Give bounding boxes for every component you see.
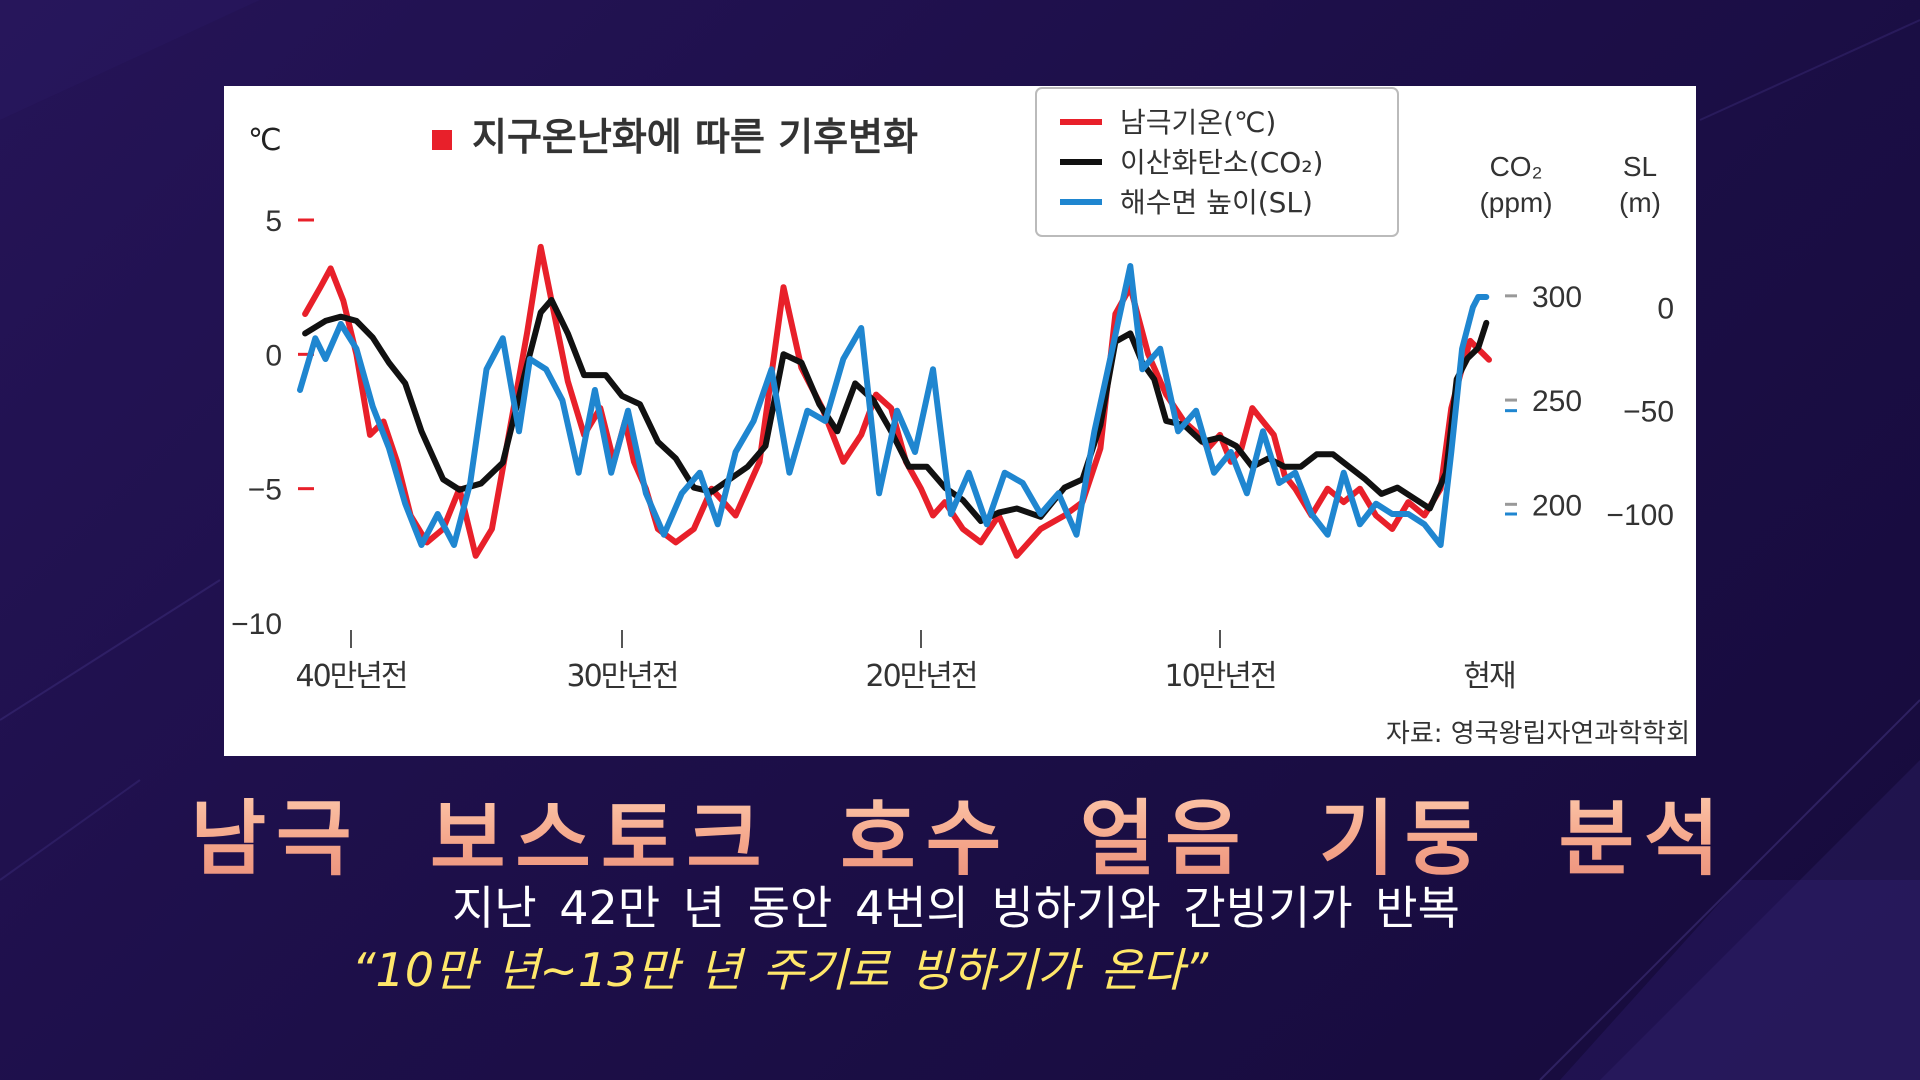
- x-axis-tick-label: 40만년전: [296, 659, 407, 694]
- co2-axis-tick-label: 300: [1532, 281, 1582, 314]
- co2-axis-unit-line2: (ppm): [1479, 187, 1552, 218]
- left-axis-unit: ℃: [248, 124, 282, 157]
- x-axis-tick-label: 30만년전: [567, 659, 678, 694]
- legend: 남극기온(℃) 이산화탄소(CO₂) 해수면 높이(SL): [1035, 87, 1399, 237]
- left-axis-tick-label: 5: [265, 205, 282, 238]
- legend-label-sea-level: 해수면 높이(SL): [1120, 186, 1313, 219]
- chart-title: 지구온난화에 따른 기후변화: [472, 115, 918, 159]
- series-line-temperature: [302, 243, 1492, 559]
- chart-source: 자료: 영국왕립자연과학학회: [1386, 719, 1690, 749]
- co2-axis-tick-label: 250: [1532, 385, 1582, 418]
- left-axis-tick-label: 0: [265, 339, 282, 372]
- sl-axis-unit-line1: SL: [1623, 151, 1657, 182]
- legend-label-co2: 이산화탄소(CO₂): [1120, 146, 1323, 179]
- sl-axis-tick-label: 0: [1657, 292, 1674, 325]
- climate-chart: 5 0 −5 −10 300 250 200 0 −50 −100 40만년전 30만년전 20만년전 1…: [231, 87, 1690, 749]
- chart-panel: 5 0 −5 −10 300 250 200 0 −50 −100 40만년전 30만년전 20만년전 1…: [224, 86, 1696, 756]
- sl-axis-tick-label: −50: [1623, 396, 1674, 429]
- left-axis-tick-label: −10: [231, 608, 282, 641]
- caption-line1: 지난 42만 년 동안 4번의 빙하기와 간빙기가 반복: [452, 881, 1460, 935]
- caption-line2: “10만 년~13만 년 주기로 빙하기가 온다”: [351, 943, 1209, 997]
- legend-label-temperature: 남극기온(℃): [1120, 106, 1276, 139]
- title-marker: [432, 130, 452, 150]
- caption-title: 남극 보스토크 호수 얼음 기둥 분석: [0, 772, 1920, 891]
- x-axis-tick-label: 현재: [1463, 659, 1514, 694]
- left-axis-tick-label: −5: [248, 474, 282, 507]
- x-axis-tick-label: 20만년전: [866, 659, 977, 694]
- x-axis-tick-label: 10만년전: [1165, 659, 1276, 694]
- sl-axis-tick-label: −100: [1606, 499, 1674, 532]
- sl-axis-unit-line2: (m): [1619, 187, 1661, 218]
- co2-axis-unit-line1: CO₂: [1490, 151, 1543, 182]
- series-line-sea_level: [297, 263, 1490, 548]
- co2-axis-tick-label: 200: [1532, 489, 1582, 522]
